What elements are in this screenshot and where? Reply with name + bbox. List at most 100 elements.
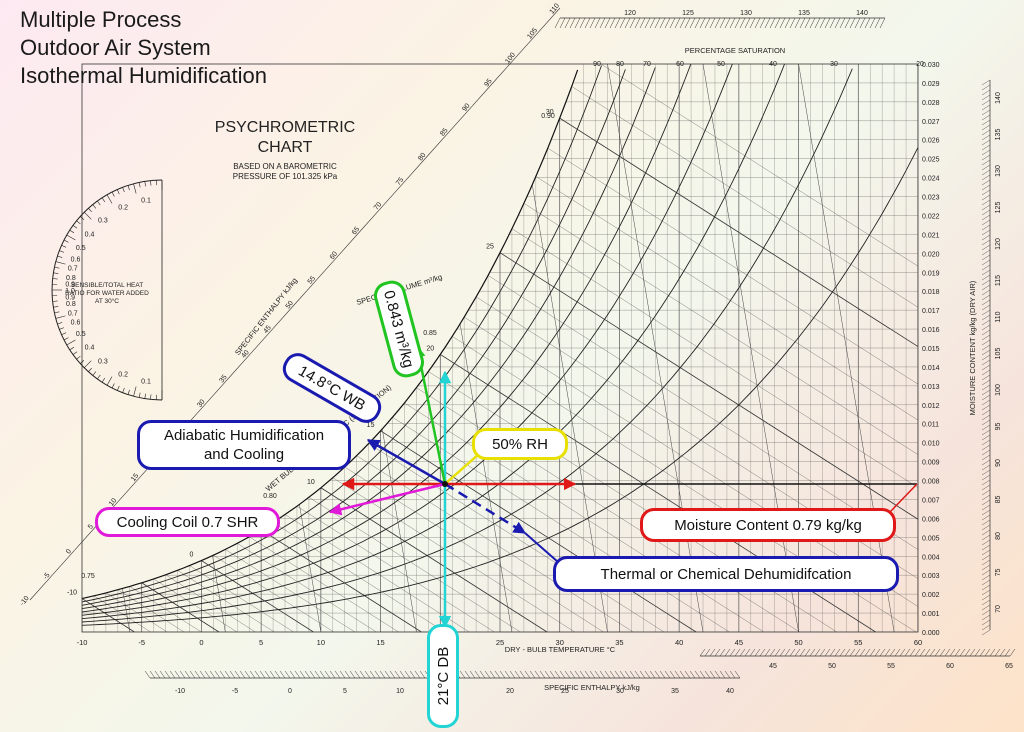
- enthalpy-right-tick: 100: [995, 384, 1002, 396]
- enthalpy-bottom-tick: 0: [288, 688, 292, 695]
- chart-title-line-1: PSYCHROMETRIC: [214, 119, 356, 136]
- enthalpy-right-tick: 105: [995, 348, 1002, 360]
- shr-tick: 0.3: [98, 358, 108, 365]
- shr-tick: 1.0: [65, 288, 75, 295]
- shr-tick: 0.4: [85, 345, 95, 352]
- shr-tick: 0.1: [141, 379, 151, 386]
- chart-subtitle-line-1: BASED ON A BAROMETRIC: [233, 162, 337, 171]
- saturation-tick: 50: [717, 61, 725, 68]
- enthalpy-right-tick: 90: [995, 459, 1002, 467]
- enthalpy-diagonal-tick: 85: [439, 127, 449, 138]
- enthalpy-lower-right-tick: 45: [769, 663, 777, 670]
- moisture-tick: 0.017: [922, 308, 940, 315]
- dry-bulb-tick: 55: [854, 638, 862, 647]
- rh-pointer: [444, 452, 481, 485]
- enthalpy-lower-right-tick: 55: [887, 663, 895, 670]
- moisture-tick: 0.012: [922, 403, 940, 410]
- wet-bulb-tick: 15: [367, 422, 375, 429]
- moisture-tick: 0.004: [922, 554, 940, 561]
- saturation-tick: 60: [676, 61, 684, 68]
- moisture-tick: 0.025: [922, 157, 940, 164]
- enthalpy-top-tick: 125: [682, 10, 694, 17]
- rh-curve-60: [82, 64, 692, 613]
- wet-bulb-tick: 10: [307, 479, 315, 486]
- chart-frame: [81, 63, 919, 633]
- dry-bulb-axis-label: DRY - BULB TEMPERATURE °C: [505, 645, 616, 654]
- shr-protractor: [51, 179, 163, 401]
- moisture-tick: 0.027: [922, 119, 940, 126]
- adiabatic-arrow: [366, 438, 446, 486]
- saturation-axis-label: PERCENTAGE SATURATION: [685, 46, 785, 55]
- moisture-tick: 0.001: [922, 611, 940, 618]
- rh-curve-40: [82, 64, 788, 620]
- moisture-tick: 0.008: [922, 479, 940, 486]
- moisture-tick: 0.023: [922, 195, 940, 202]
- enthalpy-diagonal-tick: 70: [373, 201, 383, 212]
- moisture-tick: 0.011: [922, 422, 939, 429]
- moisture-tick: 0.002: [922, 592, 940, 599]
- enthalpy-diagonal-tick: 40: [240, 349, 250, 360]
- enthalpy-right-tick: 130: [995, 165, 1002, 177]
- wet-bulb-tick: 25: [486, 244, 494, 251]
- dry-bulb-tick: 45: [735, 638, 743, 647]
- enthalpy-lower-right-tick: 60: [946, 663, 954, 670]
- rh-curve-80: [82, 69, 626, 606]
- dry-bulb-tick: 40: [675, 638, 683, 647]
- heading-line-3: Isothermal Humidification: [20, 63, 267, 88]
- relative-humidity-callout: 50% RH: [472, 428, 568, 460]
- saturation-tick: 40: [769, 61, 777, 68]
- moisture-tick: 0.016: [922, 327, 940, 334]
- dry-bulb-tick: 60: [914, 638, 922, 647]
- moisture-tick: 0.010: [922, 441, 940, 448]
- adiabatic-text-line-2: and Cooling: [203, 446, 285, 463]
- dry-bulb-tick: -10: [77, 638, 88, 647]
- enthalpy-bottom-tick: 5: [343, 688, 347, 695]
- moisture-tick: 0.030: [922, 62, 940, 69]
- enthalpy-right-tick: 80: [995, 532, 1002, 540]
- dry-bulb-tick: 25: [496, 638, 504, 647]
- moisture-callout: Moisture Content 0.79 kg/kg: [640, 508, 896, 542]
- enthalpy-bottom-tick: 20: [506, 688, 514, 695]
- enthalpy-right-tick: 135: [995, 129, 1002, 141]
- page-heading: Multiple Process Outdoor Air System Isot…: [20, 6, 267, 90]
- dry-bulb-tick: 0: [199, 638, 203, 647]
- moisture-tick: 0.009: [922, 460, 940, 467]
- shr-tick: 0.7: [68, 310, 78, 317]
- enthalpy-right-tick: 70: [995, 605, 1002, 613]
- moisture-tick: 0.020: [922, 251, 940, 258]
- moisture-axis-label: MOISTURE CONTENT kg/kg (DRY AIR): [968, 280, 977, 415]
- enthalpy-right-tick: 75: [995, 569, 1002, 577]
- shr-tick: 0.3: [98, 218, 108, 225]
- enthalpy-diagonal-tick: -10: [19, 595, 31, 607]
- dry-bulb-tick: 35: [615, 638, 623, 647]
- enthalpy-diagonal-tick: 60: [329, 250, 339, 261]
- moisture-tick: 0.021: [922, 232, 940, 239]
- enthalpy-right-tick: 110: [995, 311, 1002, 322]
- saturation-tick: 20: [916, 61, 924, 68]
- enthalpy-diagonal-tick: 0: [65, 548, 73, 555]
- moisture-tick: 0.007: [922, 497, 940, 504]
- enthalpy-bottom-tick: 40: [726, 688, 734, 695]
- enthalpy-diagonal-tick: 50: [285, 300, 295, 311]
- enthalpy-right-tick: 95: [995, 423, 1002, 431]
- enthalpy-diagonal-tick: 45: [263, 324, 273, 335]
- shr-tick: 0.5: [76, 245, 86, 252]
- wet-bulb-tick: 0: [189, 552, 193, 559]
- enthalpy-lower-right-tick: 50: [828, 663, 836, 670]
- moisture-tick: 0.013: [922, 384, 940, 391]
- dehumidification-arrow: [444, 482, 527, 535]
- moisture-tick: 0.000: [922, 630, 940, 637]
- specific-volume-tick: 0.85: [423, 330, 437, 337]
- moisture-tick: 0.028: [922, 100, 940, 107]
- moisture-leader: [889, 483, 918, 513]
- enthalpy-diagonal-tick: 80: [417, 152, 427, 163]
- moisture-tick: 0.019: [922, 270, 940, 277]
- rh-curve-50: [82, 64, 734, 616]
- shr-tick: 0.6: [71, 257, 81, 264]
- enthalpy-diagonal-tick: 75: [395, 176, 405, 187]
- chart-subtitle-line-2: PRESSURE OF 101.325 kPa: [232, 172, 338, 181]
- enthalpy-bottom-label: SPECIFIC ENTHALPY kJ/kg: [544, 683, 640, 692]
- enthalpy-right-tick: 85: [995, 496, 1002, 504]
- shr-tick: 0.7: [68, 266, 78, 273]
